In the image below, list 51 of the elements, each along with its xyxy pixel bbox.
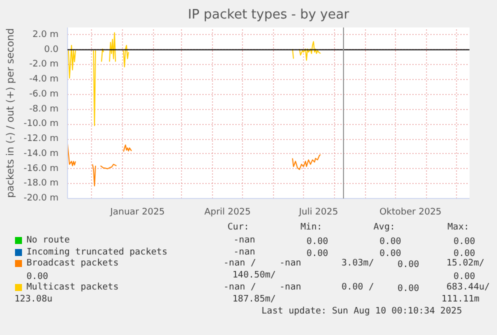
text: 0.00 bbox=[306, 249, 328, 259]
legend-label: Multicast packets bbox=[26, 282, 119, 292]
chart-title: IP packet types - by year bbox=[188, 8, 350, 22]
y-tick-label: -16.0 m bbox=[24, 164, 59, 174]
text: 0.00 bbox=[454, 237, 476, 247]
text: 0.00 bbox=[398, 260, 420, 270]
y-tick-label: 0.0 bbox=[44, 44, 59, 55]
y-tick-label: -2.0 m bbox=[29, 60, 59, 70]
text: -nan bbox=[234, 236, 256, 246]
text: 140.50m/ bbox=[232, 270, 276, 280]
y-tick-label: -4.0 m bbox=[29, 74, 59, 85]
y-tick-label: -18.0 m bbox=[24, 178, 59, 189]
legend-label: Broadcast packets bbox=[26, 258, 119, 268]
text: 0.00 bbox=[380, 249, 402, 259]
text: Max: bbox=[448, 222, 470, 232]
legend-label: Incoming truncated packets bbox=[26, 248, 168, 258]
y-tick-label: -10.0 m bbox=[24, 119, 59, 130]
text: 0.00 bbox=[454, 249, 476, 259]
y-tick-label: -12.0 m bbox=[24, 134, 59, 144]
text: 187.85m/ bbox=[232, 294, 276, 304]
text: Cur: bbox=[228, 222, 250, 232]
text: 683.44u/ bbox=[446, 282, 490, 292]
text: 0.00 bbox=[454, 272, 476, 282]
text: 0.00 bbox=[398, 284, 420, 294]
text: Avg: bbox=[374, 222, 396, 232]
x-tick-label: Juli 2025 bbox=[298, 208, 338, 218]
legend-label: No route bbox=[26, 236, 70, 246]
x-tick-label: Januar 2025 bbox=[109, 208, 165, 218]
x-tick-label: Oktober 2025 bbox=[379, 208, 442, 218]
y-tick-label: -20.0 m bbox=[24, 194, 59, 204]
y-tick-label: -8.0 m bbox=[29, 104, 59, 114]
text: Min: bbox=[300, 222, 322, 232]
text: -nan bbox=[234, 248, 256, 258]
text: 0.00 bbox=[306, 237, 328, 247]
text: 3.03m/ bbox=[342, 258, 374, 268]
y-tick-label: -14.0 m bbox=[24, 148, 59, 159]
text: Last update: Sun Aug 10 00:10:34 2025 bbox=[262, 306, 462, 316]
text: -nan / bbox=[224, 258, 256, 268]
text: 0.00 bbox=[26, 272, 48, 282]
text: 0.00 bbox=[380, 237, 402, 247]
text: -nan / bbox=[224, 282, 256, 292]
y-axis-title: packets in (-) / out (+) per second bbox=[6, 28, 17, 198]
y-tick-label: -6.0 m bbox=[29, 89, 59, 100]
text: 0.00 / bbox=[342, 282, 374, 292]
x-tick-label: April 2025 bbox=[204, 208, 251, 218]
text: 15.02m/ bbox=[446, 258, 484, 268]
y-tick-label: 2.0 m bbox=[32, 30, 59, 40]
text: 111.11m bbox=[442, 294, 480, 304]
text: -nan bbox=[280, 258, 302, 268]
text: 123.08u bbox=[14, 294, 52, 304]
text: -nan bbox=[280, 282, 302, 292]
